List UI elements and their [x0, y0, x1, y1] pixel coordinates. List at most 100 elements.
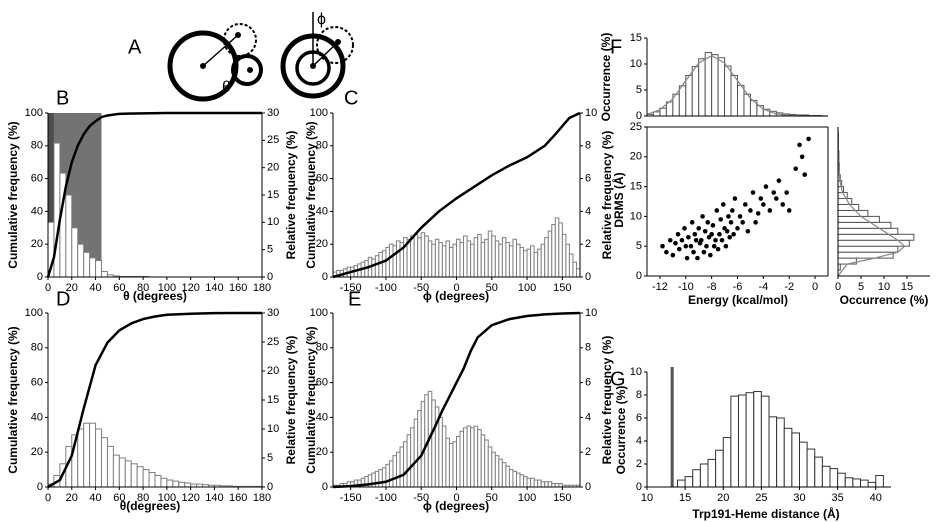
y-tick-label: 80 — [31, 140, 43, 152]
bar — [124, 460, 132, 488]
bar — [724, 65, 732, 117]
connector — [312, 41, 339, 67]
bar — [417, 409, 422, 488]
point — [702, 229, 708, 234]
x-tick-label: 140 — [205, 492, 223, 504]
bar — [867, 481, 877, 488]
dot — [247, 67, 253, 73]
x-tick-label: 30 — [793, 492, 805, 504]
y-tick-label: 20 — [316, 238, 328, 250]
bar — [456, 436, 461, 488]
point — [705, 220, 711, 225]
panel-label: E — [348, 288, 361, 310]
bar — [484, 238, 489, 278]
y-tick-label: 40 — [31, 205, 43, 217]
bar — [551, 483, 556, 488]
bar — [438, 242, 443, 278]
panel-label: G — [610, 368, 626, 390]
bar — [463, 235, 468, 278]
y-tick-label: 40 — [316, 411, 328, 423]
y2-tick-label: 2 — [585, 238, 591, 250]
point — [722, 226, 727, 231]
bar — [445, 437, 450, 488]
x-axis-label: θ(degrees) — [120, 499, 181, 513]
panel-label: F — [610, 36, 622, 58]
point — [745, 229, 751, 234]
bar — [385, 246, 390, 278]
bar — [101, 437, 108, 488]
x-tick-label: 40 — [870, 492, 882, 504]
bar — [652, 111, 661, 117]
y2-axis-label: Relative frequency (%) — [600, 336, 614, 465]
bar — [533, 479, 539, 488]
bar — [501, 237, 507, 278]
point — [755, 211, 761, 216]
x-tick-label: 60 — [113, 492, 125, 504]
x-tick-label: 40 — [89, 282, 101, 294]
panel-label: D — [56, 288, 70, 310]
bar — [399, 446, 405, 488]
bar — [388, 460, 394, 488]
bar — [427, 240, 433, 278]
point — [699, 237, 704, 243]
bar — [89, 422, 97, 488]
point — [723, 243, 729, 249]
point — [737, 214, 743, 219]
y-tick-label: 2 — [636, 458, 642, 470]
point — [773, 196, 779, 201]
point — [706, 234, 712, 240]
x-tick-label: 100 — [158, 282, 176, 294]
y2-axis-label: Relative frequency (%) — [284, 336, 298, 465]
bar — [711, 54, 719, 117]
bar — [799, 441, 808, 488]
bar — [568, 253, 574, 278]
point — [727, 234, 733, 240]
bar — [89, 257, 97, 278]
x-tick-label: 40 — [89, 492, 101, 504]
bar — [491, 451, 496, 488]
y-tick-label: 10 — [630, 58, 642, 70]
panel-label: C — [344, 87, 358, 109]
bar — [837, 227, 899, 235]
y-tick-label: 0 — [322, 271, 328, 283]
bar — [448, 443, 454, 488]
y-tick-label: 10 — [630, 210, 642, 222]
bar — [540, 243, 546, 278]
bar — [692, 469, 701, 488]
y-tick-label: 100 — [25, 307, 43, 319]
point — [709, 231, 714, 237]
x-tick-label: 0 — [453, 492, 459, 504]
bar — [494, 455, 500, 488]
bar — [438, 416, 443, 488]
bar — [875, 475, 884, 488]
bar — [371, 258, 376, 278]
bar — [470, 427, 475, 488]
y2-tick-label: 10 — [585, 307, 597, 319]
bar — [118, 457, 126, 488]
point — [793, 166, 798, 172]
panel-label: A — [128, 36, 142, 58]
bar — [554, 217, 560, 278]
point — [715, 246, 721, 252]
y-tick-label: 15 — [630, 32, 642, 44]
bar — [565, 243, 570, 278]
point — [704, 243, 709, 249]
bar — [572, 261, 577, 278]
bar — [860, 479, 869, 488]
bar — [160, 477, 168, 488]
y-tick-label: 80 — [316, 342, 328, 354]
y-tick-label: 5 — [636, 84, 642, 96]
x-tick-label: 100 — [518, 492, 536, 504]
x-tick-label: -50 — [413, 282, 429, 294]
bar — [392, 245, 398, 278]
bar — [678, 85, 687, 117]
bar — [508, 469, 514, 488]
x-tick-label: 20 — [66, 282, 78, 294]
y2-tick-label: 5 — [267, 452, 273, 464]
bar — [413, 233, 419, 278]
circle — [223, 23, 257, 57]
bar — [505, 465, 510, 488]
bar — [452, 243, 458, 278]
x-tick-label: 50 — [486, 282, 498, 294]
point — [718, 217, 723, 222]
